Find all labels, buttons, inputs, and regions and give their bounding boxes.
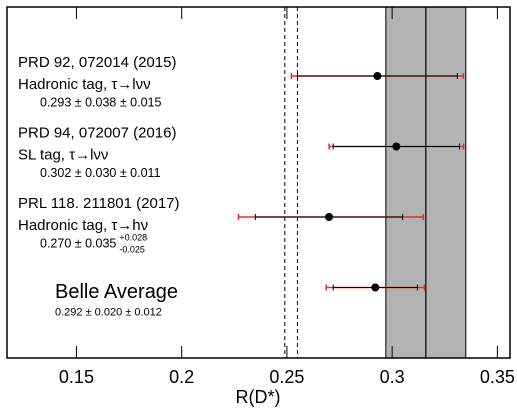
result-sup: +0.028 (119, 232, 147, 242)
measurement-tag: SL tag, τ→lνν (18, 146, 108, 163)
measurement-result: 0.302 ± 0.030 ± 0.011 (40, 166, 161, 180)
average-result: 0.292 ± 0.020 ± 0.012 (55, 306, 162, 318)
point (325, 213, 334, 221)
x-tick-label: 0.2 (169, 367, 194, 387)
plot-frame (6, 6, 511, 359)
x-tick-label: 0.25 (269, 367, 304, 387)
measurement-result: 0.270 ± 0.035 (40, 236, 116, 250)
result-sub: -0.025 (119, 244, 145, 254)
point (392, 142, 401, 151)
measurement-name: PRD 92, 072014 (2015) (18, 54, 176, 71)
x-tick-label: 0.15 (59, 367, 94, 387)
measurement-tag: Hadronic tag, τ→hν (18, 217, 148, 234)
x-tick-label: 0.35 (480, 367, 515, 387)
average-name: Belle Average (55, 281, 178, 303)
measurement-name: PRD 94, 072007 (2016) (18, 124, 176, 141)
x-tick-label: 0.3 (380, 367, 405, 387)
measurement-result: 0.293 ± 0.038 ± 0.015 (40, 95, 162, 109)
measurement-name: PRL 118. 211801 (2017) (18, 195, 180, 212)
x-axis-label: R(D*) (236, 387, 281, 407)
point (373, 72, 382, 80)
measurement-tag: Hadronic tag, τ→lνν (18, 76, 151, 93)
point (371, 283, 380, 292)
